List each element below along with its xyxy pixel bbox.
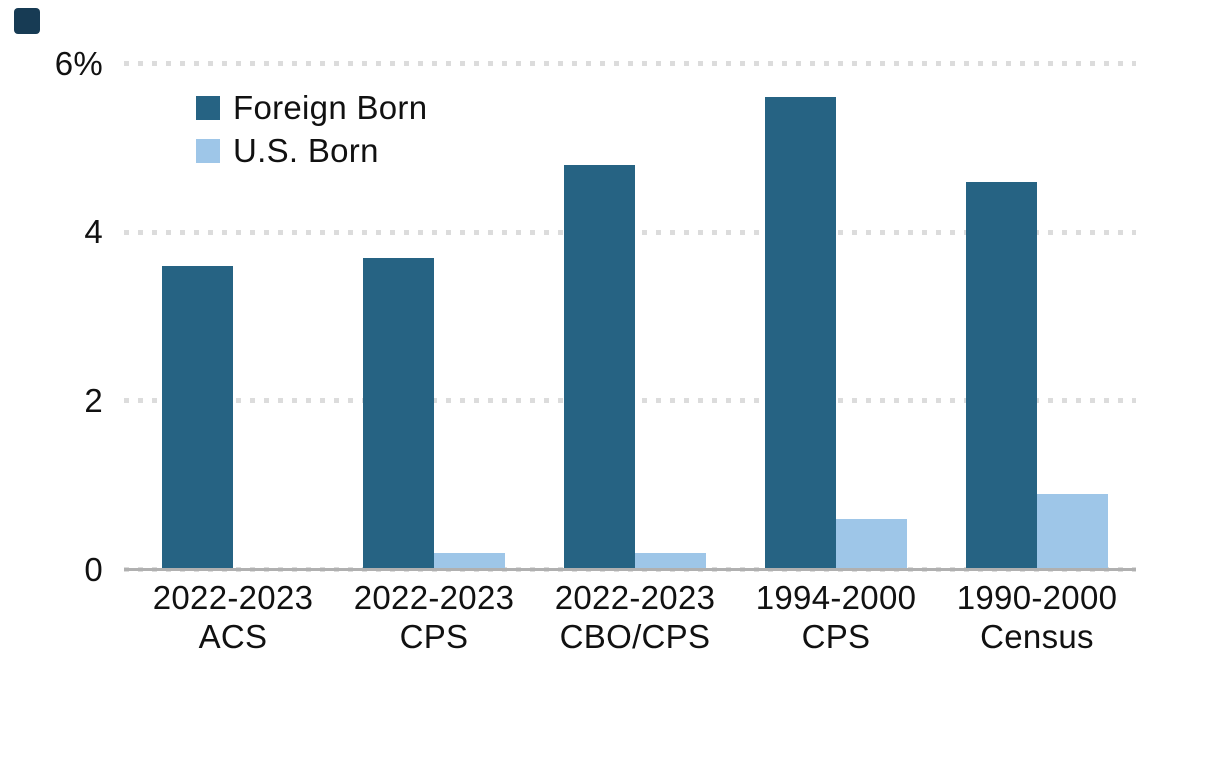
x-axis-category-label: 2022-2023 CBO/CPS: [554, 579, 716, 655]
us-born-swatch-icon: [196, 138, 220, 163]
x-axis-category-label: 1990-2000 Census: [956, 579, 1118, 655]
x-axis-category-label: 2022-2023 ACS: [152, 579, 314, 655]
y-axis-tick-label: 2: [84, 381, 103, 419]
bar-foreign-born: [564, 164, 635, 570]
bar-us-born: [434, 552, 505, 570]
bar-foreign-born: [966, 181, 1037, 570]
bar-foreign-born: [765, 97, 836, 570]
bar-us-born: [836, 518, 907, 570]
foreign-born-swatch-icon: [196, 95, 220, 120]
bar-foreign-born: [363, 257, 434, 570]
x-axis-category-label: 1994-2000 CPS: [755, 579, 917, 655]
legend-label: U.S. Born: [233, 132, 379, 169]
x-axis-line: [124, 568, 1136, 571]
legend-label: Foreign Born: [233, 89, 428, 126]
x-axis-category-label: 2022-2023 CPS: [353, 579, 515, 655]
gridline: [124, 61, 1136, 67]
legend-item-foreign-born: Foreign Born: [196, 89, 428, 126]
y-axis-tick-label: 4: [84, 213, 103, 251]
bar-foreign-born: [162, 266, 233, 570]
legend: Foreign Born U.S. Born: [196, 89, 428, 169]
y-axis-tick-label: 6%: [54, 44, 103, 82]
logo-mark: [14, 8, 40, 34]
bar-us-born: [1037, 493, 1108, 570]
y-axis-tick-label: 0: [84, 550, 103, 588]
legend-item-us-born: U.S. Born: [196, 132, 427, 169]
bar-us-born: [635, 552, 706, 570]
